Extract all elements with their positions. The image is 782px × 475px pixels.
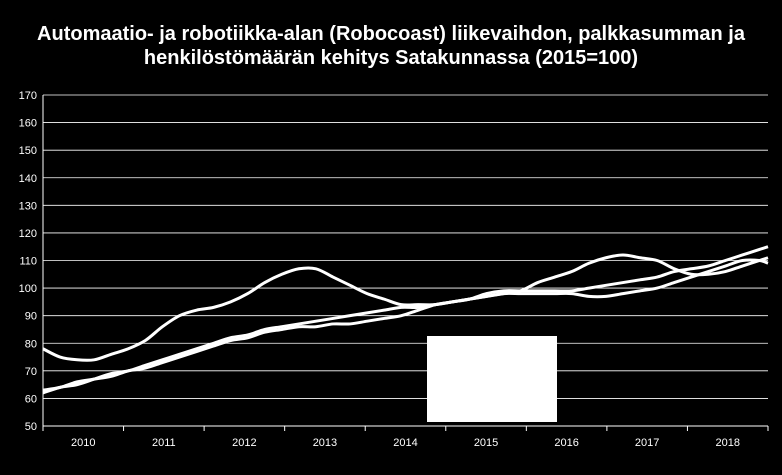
- x-tick-label: 2011: [152, 437, 176, 449]
- series-line-3: [42, 245, 769, 392]
- x-tick-label: 2017: [635, 437, 659, 449]
- x-tick-label: 2016: [554, 437, 578, 449]
- y-tick-label: 160: [19, 118, 37, 130]
- axes: [42, 95, 768, 427]
- y-tick-label: 110: [19, 256, 37, 268]
- chart-title-line-2: henkilöstömäärän kehitys Satakunnassa (2…: [143, 47, 639, 69]
- x-tick-label: 2010: [71, 437, 95, 449]
- x-axis-ticks: 2010 2011 2012 2013 2014 2015 2016 2017 2018: [42, 426, 769, 449]
- series-group: [42, 245, 769, 395]
- y-tick-label: 140: [19, 173, 37, 185]
- x-tick-label: 2013: [313, 437, 337, 449]
- y-axis-ticks: 50 60 70 80 90 100 110 120 130 140 150 160 170: [19, 90, 37, 433]
- y-tick-label: 70: [25, 366, 37, 378]
- chart-title: Automaatio- ja robotiikka-alan (Robocoas…: [0, 22, 782, 70]
- series-line-1: [42, 253, 769, 362]
- y-tick-label: 50: [25, 421, 37, 433]
- y-tick-label: 120: [19, 228, 37, 240]
- x-tick-label: 2014: [393, 437, 417, 449]
- x-tick-label: 2015: [474, 437, 498, 449]
- y-tick-label: 100: [19, 283, 37, 295]
- x-tick-label: 2018: [715, 437, 739, 449]
- y-tick-label: 170: [19, 90, 37, 102]
- y-tick-label: 150: [19, 145, 37, 157]
- overlay-box: [427, 336, 557, 422]
- y-tick-label: 60: [25, 393, 37, 405]
- x-tick-label: 2012: [232, 437, 256, 449]
- y-tick-label: 130: [19, 200, 37, 212]
- series-line-2: [42, 258, 769, 395]
- y-tick-label: 80: [25, 338, 37, 350]
- gridlines: [43, 94, 768, 399]
- y-tick-label: 90: [25, 311, 37, 323]
- chart-title-line-1: Automaatio- ja robotiikka-alan (Robocoas…: [37, 23, 745, 45]
